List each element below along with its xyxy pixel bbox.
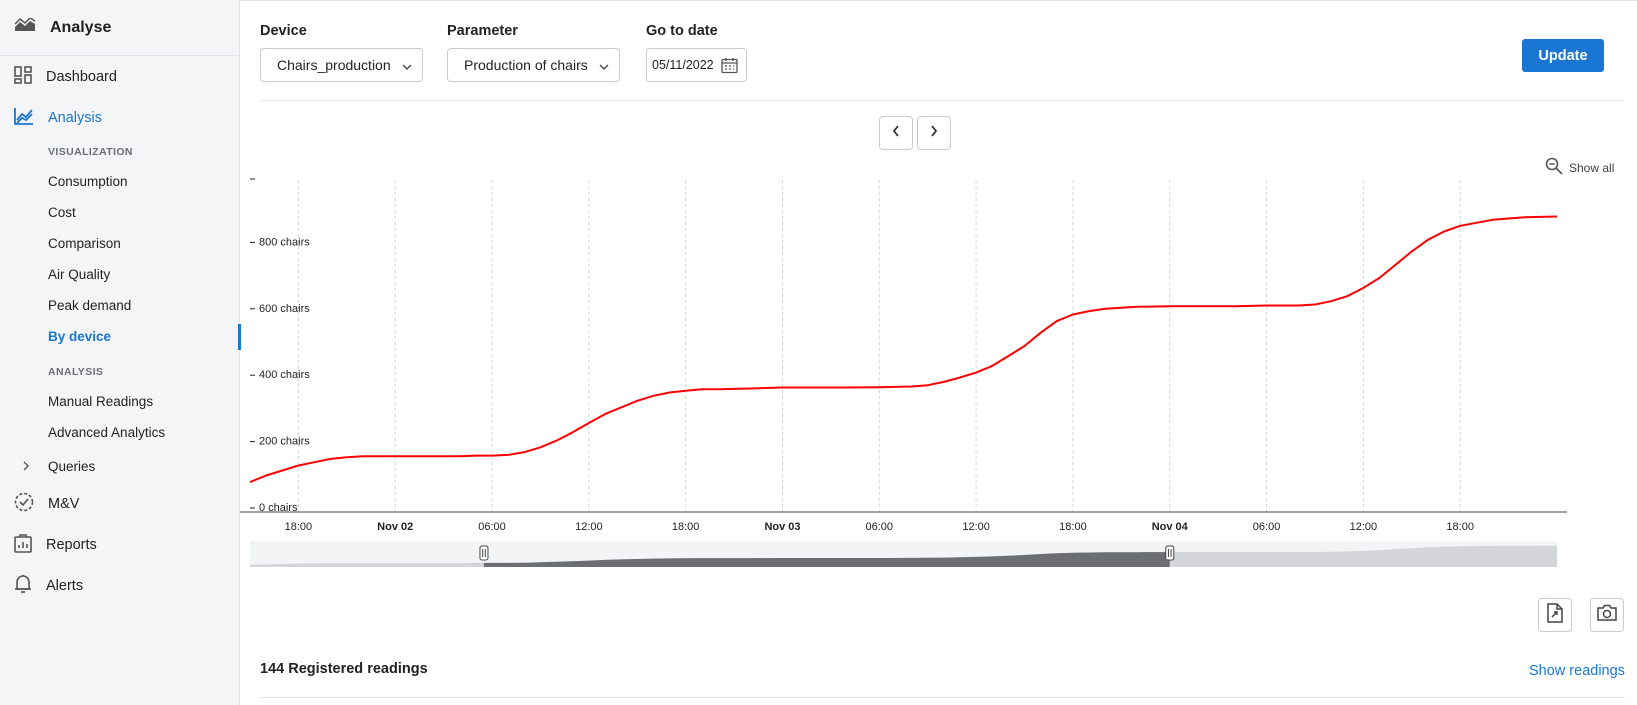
show-all-button[interactable]: Show all [1545, 157, 1614, 178]
sidebar-item-advanced-analytics[interactable]: Advanced Analytics [48, 425, 166, 440]
y-tick-label: 800 chairs [259, 236, 310, 248]
y-tick-label: 0 chairs [259, 502, 298, 514]
date-input[interactable]: 05/11/2022 [646, 48, 747, 82]
screenshot-button[interactable] [1590, 598, 1624, 632]
x-tick-label: 06:00 [866, 521, 894, 533]
x-tick-label: 12:00 [962, 521, 990, 533]
sidebar: Analyse Dashboard Analysis VISUALIZATION… [0, 0, 241, 705]
x-tick-label: 06:00 [1253, 521, 1281, 533]
queries-label: Queries [48, 458, 96, 474]
y-tick-label: 600 chairs [259, 303, 310, 315]
x-tick-label: 18:00 [672, 521, 700, 533]
parameter-select[interactable]: Production of chairs [447, 48, 620, 82]
nav-mv[interactable]: M&V [0, 489, 240, 519]
section-analysis: ANALYSIS [48, 366, 104, 378]
device-select-value: Chairs_production [277, 57, 391, 73]
x-tick-label: 06:00 [478, 521, 506, 533]
x-tick-label: 12:00 [575, 521, 603, 533]
registered-readings-count: 144 Registered readings [260, 661, 428, 677]
sidebar-item-cost[interactable]: Cost [48, 205, 76, 220]
x-tick-label: 18:00 [1446, 521, 1474, 533]
chevron-left-icon [892, 124, 900, 142]
chevron-down-icon [402, 57, 412, 73]
x-tick-label: Nov 02 [377, 521, 413, 533]
camera-icon [1597, 604, 1617, 626]
nav-reports[interactable]: Reports [0, 530, 240, 560]
export-file-icon [1547, 602, 1563, 628]
bell-icon [14, 574, 32, 598]
date-label: Go to date [646, 23, 718, 39]
x-tick-label: Nov 04 [1152, 521, 1189, 533]
nav-dashboard-label: Dashboard [46, 69, 117, 85]
nav-alerts-label: Alerts [46, 578, 84, 594]
sidebar-item-comparison[interactable]: Comparison [48, 236, 121, 251]
x-tick-label: 18:00 [285, 521, 313, 533]
x-tick-label: 12:00 [1350, 521, 1378, 533]
section-visualization: VISUALIZATION [48, 146, 133, 158]
top-border [240, 0, 1637, 3]
chevron-right-icon [22, 459, 36, 474]
nav-reports-label: Reports [46, 537, 97, 553]
nav-mv-label: M&V [48, 496, 80, 512]
show-readings-link[interactable]: Show readings [1529, 663, 1625, 679]
update-button[interactable]: Update [1522, 39, 1604, 72]
previous-button[interactable] [879, 116, 913, 150]
nav-analysis-label: Analysis [48, 110, 102, 126]
sidebar-item-by-device[interactable]: By device [48, 329, 112, 344]
sidebar-item-air-quality[interactable]: Air Quality [48, 267, 111, 282]
calendar-icon[interactable] [720, 57, 738, 74]
nav-dashboard[interactable]: Dashboard [0, 62, 240, 92]
active-indicator [238, 324, 241, 350]
bottom-divider [260, 697, 1625, 698]
check-circle-icon [14, 492, 34, 516]
chevron-down-icon [599, 57, 609, 73]
nav-analysis[interactable]: Analysis [0, 103, 240, 133]
dashboard-icon [14, 66, 32, 88]
series-line[interactable] [249, 215, 1558, 484]
app-title: Analyse [50, 18, 112, 36]
date-input-value: 05/11/2022 [652, 58, 714, 72]
chevron-right-icon [930, 124, 938, 142]
navigator-handle[interactable] [479, 545, 489, 561]
zoom-out-icon [1545, 157, 1563, 178]
device-label: Device [260, 23, 307, 39]
sidebar-item-consumption[interactable]: Consumption [48, 174, 128, 189]
show-all-label: Show all [1569, 160, 1615, 175]
divider [260, 100, 1625, 101]
navigator-selected-area [483, 552, 1170, 567]
x-tick-label: Nov 03 [764, 521, 800, 533]
production-chart[interactable]: 18:00 Nov 02 06:00 12:00 18:00 Nov 03 06:00 12:… [240, 175, 1637, 595]
parameter-label: Parameter [447, 23, 518, 39]
sidebar-item-peak-demand[interactable]: Peak demand [48, 298, 132, 313]
export-button[interactable] [1538, 598, 1572, 632]
nav-alerts[interactable]: Alerts [0, 571, 240, 601]
x-tick-label: 18:00 [1059, 521, 1087, 533]
sidebar-item-queries[interactable]: Queries [0, 454, 240, 478]
reports-icon [14, 533, 32, 557]
y-tick-label: 400 chairs [259, 369, 310, 381]
sidebar-item-manual-readings[interactable]: Manual Readings [48, 394, 154, 409]
next-button[interactable] [917, 116, 951, 150]
analyse-logo-icon [14, 17, 36, 37]
navigator-handle[interactable] [1165, 545, 1175, 561]
y-tick-label: 200 chairs [259, 436, 310, 448]
parameter-select-value: Production of chairs [464, 57, 588, 73]
sidebar-header: Analyse [0, 0, 240, 56]
main-panel: Device Chairs_production Parameter Produ… [240, 0, 1637, 705]
device-select[interactable]: Chairs_production [260, 48, 423, 82]
analysis-chart-icon [14, 107, 34, 129]
